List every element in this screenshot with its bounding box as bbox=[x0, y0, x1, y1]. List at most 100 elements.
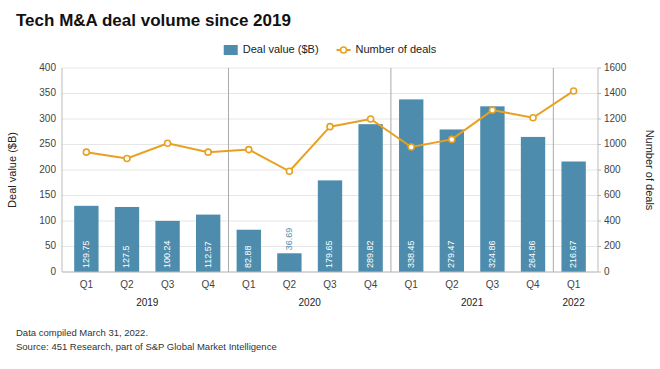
group-separator bbox=[553, 68, 554, 272]
line-marker bbox=[368, 116, 374, 122]
group-label: 2020 bbox=[299, 297, 322, 308]
y2-tick-label: 800 bbox=[604, 164, 621, 175]
title: Tech M&A deal volume since 2019 bbox=[16, 11, 291, 30]
bar bbox=[399, 99, 423, 272]
legend-item: Deal value ($B) bbox=[224, 43, 319, 55]
data-label: 289.82 bbox=[365, 240, 375, 268]
legend-label: Deal value ($B) bbox=[243, 43, 319, 55]
y2-tick-label: 0 bbox=[604, 266, 610, 277]
data-label: 338.45 bbox=[406, 240, 416, 268]
x-tick-label: Q3 bbox=[486, 279, 500, 290]
line-marker bbox=[530, 115, 536, 121]
data-label: 216.67 bbox=[568, 240, 578, 268]
group-label: 2022 bbox=[563, 297, 586, 308]
chart: Tech M&A deal volume since 2019 0 50 100 150… bbox=[0, 0, 660, 369]
y-tick-label: 400 bbox=[39, 62, 56, 73]
line-marker bbox=[124, 156, 130, 162]
line-marker bbox=[286, 168, 292, 174]
bar bbox=[318, 180, 342, 272]
y-tick-label: 200 bbox=[39, 164, 56, 175]
x-tick-label: Q1 bbox=[405, 279, 419, 290]
data-label: 127.5 bbox=[121, 245, 131, 268]
y2-tick-label: 1000 bbox=[604, 138, 627, 149]
y-axis-label: Deal value ($B) bbox=[6, 132, 18, 208]
group-label: 2021 bbox=[461, 297, 484, 308]
bar bbox=[440, 129, 464, 272]
data-label: 279.47 bbox=[446, 240, 456, 268]
data-label: 129.75 bbox=[81, 240, 91, 268]
y-axis-line bbox=[62, 68, 63, 272]
y2-tick-label: 200 bbox=[604, 240, 621, 251]
legend-marker bbox=[341, 47, 347, 53]
data-label: 36.69 bbox=[284, 228, 294, 251]
group-separator bbox=[390, 68, 391, 272]
plot-area bbox=[74, 88, 586, 272]
grid-line bbox=[62, 93, 598, 94]
y-tick-label: 250 bbox=[39, 138, 56, 149]
grid-line bbox=[62, 144, 598, 145]
y2-tick-label: 400 bbox=[604, 215, 621, 226]
line-marker bbox=[165, 140, 171, 146]
y-tick-label: 50 bbox=[45, 240, 57, 251]
x-tick-label: Q4 bbox=[526, 279, 540, 290]
grid-line bbox=[62, 119, 598, 120]
grid-line bbox=[62, 272, 598, 273]
y-tick-label: 350 bbox=[39, 87, 56, 98]
bar bbox=[115, 207, 139, 272]
x-tick-label: Q4 bbox=[202, 279, 216, 290]
footnote: Data compiled March 31, 2022. bbox=[16, 327, 148, 338]
line-marker bbox=[246, 147, 252, 153]
y2-tick-label: 1400 bbox=[604, 87, 627, 98]
line-marker bbox=[571, 88, 577, 94]
legend-item: Number of deals bbox=[337, 43, 437, 55]
grid-line bbox=[62, 170, 598, 171]
y2-tick-label: 600 bbox=[604, 189, 621, 200]
grid bbox=[62, 68, 598, 272]
x-tick-label: Q1 bbox=[80, 279, 94, 290]
bar bbox=[277, 253, 301, 272]
x-tick-label: Q3 bbox=[161, 279, 175, 290]
bar bbox=[521, 137, 545, 272]
data-label: 264.86 bbox=[527, 240, 537, 268]
bar bbox=[561, 161, 585, 272]
x-axis-line bbox=[62, 272, 598, 273]
legend-swatch bbox=[224, 45, 238, 55]
data-label: 112.57 bbox=[203, 241, 213, 268]
x-tick-label: Q2 bbox=[120, 279, 134, 290]
line-marker bbox=[327, 124, 333, 130]
line-marker bbox=[489, 107, 495, 113]
line-marker bbox=[205, 149, 211, 155]
x-tick-label: Q4 bbox=[364, 279, 378, 290]
line bbox=[86, 91, 573, 171]
y2-axis-label: Number of deals bbox=[644, 130, 656, 211]
grid-line bbox=[62, 68, 598, 69]
bar bbox=[155, 221, 179, 272]
legend: Deal value ($B) Number of deals bbox=[224, 43, 437, 55]
data-label: 324.86 bbox=[487, 240, 497, 268]
y-tick-label: 100 bbox=[39, 215, 56, 226]
data-labels: 129.75 127.5 100.24 112.57 82.88 36.69 179.65 2… bbox=[81, 228, 578, 268]
line-marker bbox=[83, 149, 89, 155]
y-tick-label: 300 bbox=[39, 113, 56, 124]
data-label: 179.65 bbox=[324, 240, 334, 268]
x-tick-label: Q1 bbox=[567, 279, 581, 290]
y-tick-label: 0 bbox=[50, 266, 56, 277]
footnote: Source: 451 Research, part of S&P Global… bbox=[16, 341, 277, 352]
group-label: 2019 bbox=[136, 297, 159, 308]
bar bbox=[237, 230, 261, 272]
x-tick-label: Q2 bbox=[283, 279, 297, 290]
bar bbox=[358, 124, 382, 272]
y2-tick-label: 1200 bbox=[604, 113, 627, 124]
data-label: 100.24 bbox=[162, 240, 172, 268]
y2-axis-line bbox=[598, 68, 599, 272]
x-tick-label: Q3 bbox=[323, 279, 337, 290]
data-label: 82.88 bbox=[243, 245, 253, 268]
y-tick-label: 150 bbox=[39, 189, 56, 200]
group-separator bbox=[228, 68, 229, 272]
legend-label: Number of deals bbox=[356, 43, 437, 55]
bar bbox=[74, 206, 98, 272]
line-marker bbox=[408, 144, 414, 150]
x-tick-label: Q2 bbox=[445, 279, 459, 290]
y2-tick-label: 1600 bbox=[604, 62, 627, 73]
bar bbox=[480, 106, 504, 272]
